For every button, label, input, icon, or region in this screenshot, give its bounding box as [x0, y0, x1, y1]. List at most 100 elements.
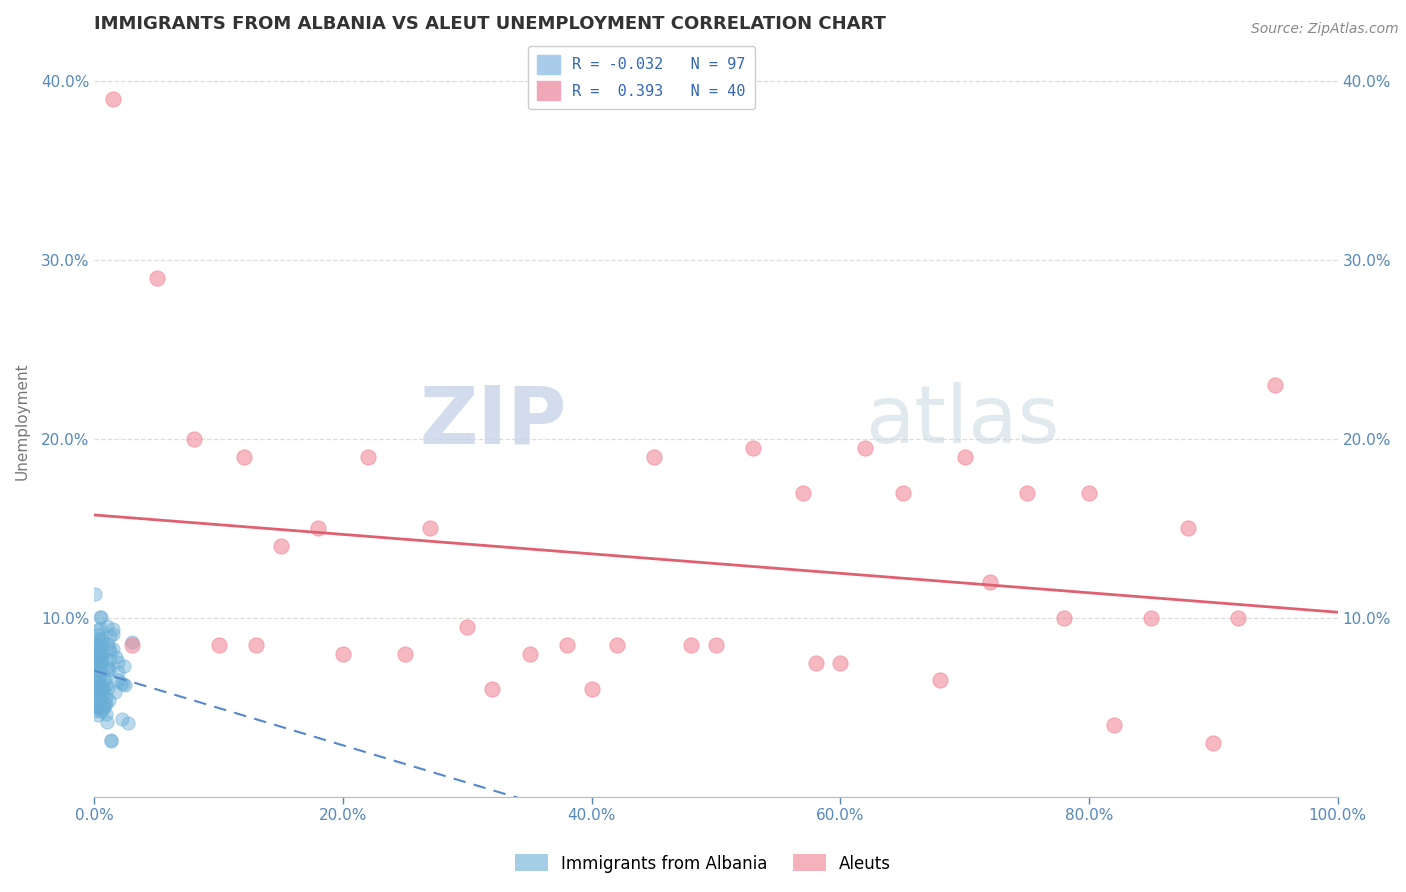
- Point: [89, 663, 111, 677]
- Point: [93, 702, 115, 716]
- Point: [183, 432, 205, 446]
- Point: [84, 680, 107, 694]
- Point: [87, 657, 110, 672]
- Point: [91, 681, 114, 696]
- Point: [86, 651, 108, 665]
- Point: [1078, 485, 1101, 500]
- Point: [87, 671, 110, 685]
- Point: [103, 642, 125, 657]
- Point: [96, 619, 118, 633]
- Point: [87, 651, 110, 665]
- Point: [97, 637, 120, 651]
- Point: [86, 682, 108, 697]
- Point: [830, 656, 852, 670]
- Point: [107, 665, 129, 680]
- Point: [89, 681, 111, 695]
- Point: [89, 700, 111, 714]
- Point: [232, 450, 254, 464]
- Point: [87, 658, 110, 673]
- Point: [1202, 736, 1225, 750]
- Point: [84, 686, 107, 700]
- Point: [90, 682, 112, 697]
- Point: [96, 714, 118, 729]
- Point: [456, 620, 478, 634]
- Point: [606, 638, 628, 652]
- Point: [101, 622, 124, 636]
- Point: [91, 654, 114, 668]
- Point: [86, 642, 108, 657]
- Point: [1053, 611, 1076, 625]
- Point: [100, 734, 122, 748]
- Point: [84, 699, 107, 714]
- Point: [86, 651, 108, 665]
- Point: [98, 692, 121, 706]
- Point: [91, 680, 114, 694]
- Point: [101, 627, 124, 641]
- Point: [83, 673, 105, 688]
- Point: [96, 690, 118, 705]
- Point: [90, 632, 112, 647]
- Point: [357, 450, 380, 464]
- Text: Source: ZipAtlas.com: Source: ZipAtlas.com: [1251, 22, 1399, 37]
- Text: atlas: atlas: [865, 382, 1060, 460]
- Point: [86, 643, 108, 657]
- Point: [98, 644, 121, 658]
- Point: [93, 671, 115, 685]
- Point: [555, 638, 578, 652]
- Legend: Immigrants from Albania, Aleuts: Immigrants from Albania, Aleuts: [508, 847, 898, 880]
- Point: [94, 678, 117, 692]
- Point: [145, 271, 167, 285]
- Point: [96, 659, 118, 673]
- Legend: R = -0.032   N = 97, R =  0.393   N = 40: R = -0.032 N = 97, R = 0.393 N = 40: [529, 45, 755, 109]
- Point: [245, 638, 267, 652]
- Point: [112, 658, 135, 673]
- Point: [394, 647, 416, 661]
- Point: [86, 645, 108, 659]
- Point: [89, 679, 111, 693]
- Point: [270, 539, 292, 553]
- Point: [90, 687, 112, 701]
- Point: [89, 621, 111, 635]
- Point: [94, 707, 117, 722]
- Point: [90, 704, 112, 718]
- Point: [1264, 378, 1286, 392]
- Point: [853, 441, 876, 455]
- Point: [97, 681, 120, 695]
- Point: [90, 693, 112, 707]
- Point: [643, 450, 665, 464]
- Point: [89, 610, 111, 624]
- Point: [953, 450, 976, 464]
- Point: [107, 656, 129, 670]
- Point: [94, 673, 117, 687]
- Point: [519, 647, 541, 661]
- Point: [87, 699, 110, 714]
- Point: [84, 667, 107, 681]
- Point: [98, 663, 121, 677]
- Text: IMMIGRANTS FROM ALBANIA VS ALEUT UNEMPLOYMENT CORRELATION CHART: IMMIGRANTS FROM ALBANIA VS ALEUT UNEMPLO…: [94, 15, 886, 33]
- Point: [84, 683, 107, 698]
- Point: [89, 648, 111, 663]
- Point: [114, 678, 136, 692]
- Point: [111, 712, 134, 726]
- Point: [1140, 611, 1163, 625]
- Point: [86, 670, 108, 684]
- Point: [97, 662, 120, 676]
- Point: [1177, 521, 1199, 535]
- Point: [979, 575, 1001, 590]
- Point: [100, 732, 122, 747]
- Point: [94, 697, 117, 711]
- Point: [90, 651, 112, 665]
- Point: [90, 648, 112, 663]
- Point: [90, 632, 112, 647]
- Text: ZIP: ZIP: [419, 382, 567, 460]
- Point: [86, 656, 108, 670]
- Point: [94, 696, 117, 710]
- Point: [742, 441, 765, 455]
- Y-axis label: Unemployment: Unemployment: [15, 362, 30, 480]
- Point: [87, 682, 110, 697]
- Point: [98, 652, 121, 666]
- Point: [110, 676, 132, 690]
- Point: [89, 698, 111, 713]
- Point: [1227, 611, 1250, 625]
- Point: [112, 677, 135, 691]
